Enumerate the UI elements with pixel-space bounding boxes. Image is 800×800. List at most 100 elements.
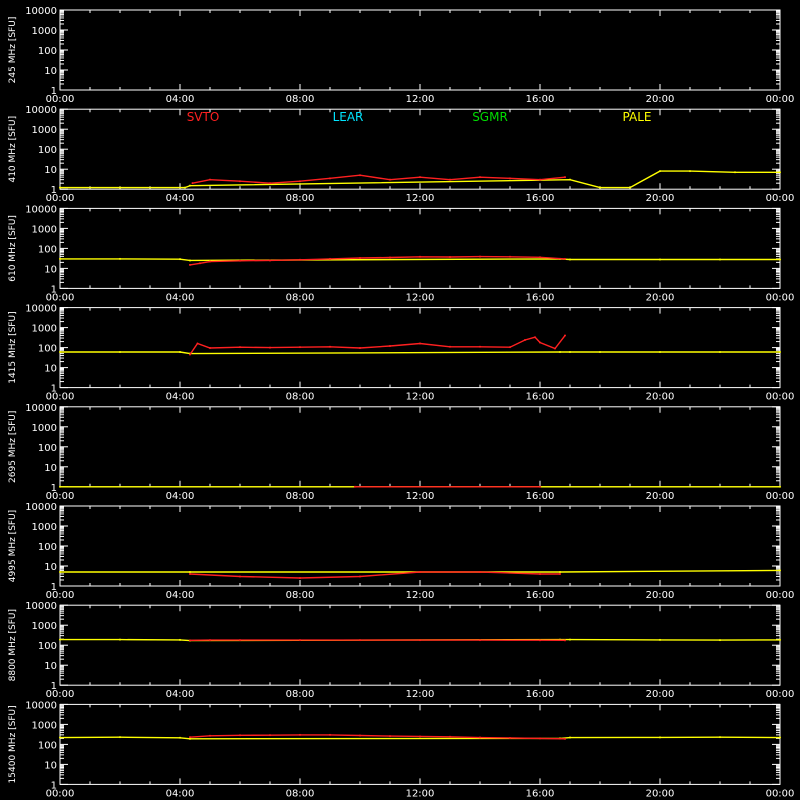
y-tick-label: 1000 xyxy=(32,621,57,632)
y-axis-label: 8800 MHz [SFU] xyxy=(8,609,18,681)
data-point-svto xyxy=(564,737,566,740)
legend-pale: PALE xyxy=(623,110,652,124)
data-point-svto xyxy=(359,639,361,642)
y-axis-label: 1415 MHz [SFU] xyxy=(8,311,18,383)
x-tick-label: 16:00 xyxy=(526,491,555,502)
data-point-svto xyxy=(479,345,481,348)
data-point-svto xyxy=(199,262,201,265)
data-point-svto xyxy=(191,182,194,185)
y-tick-label: 1 xyxy=(51,681,57,692)
data-point-svto xyxy=(359,174,361,177)
data-point-svto xyxy=(389,178,391,181)
data-point-svto xyxy=(299,733,301,736)
y-tick-label: 1 xyxy=(51,384,57,395)
data-point-svto xyxy=(509,255,511,258)
y-tick-label: 10 xyxy=(44,264,57,275)
unit-label: [SFU] xyxy=(8,215,18,240)
x-tick-label: 00:00 xyxy=(766,193,795,204)
data-point-pale xyxy=(59,257,61,260)
data-point-svto xyxy=(189,353,191,356)
unit-label: [SFU] xyxy=(8,411,18,436)
y-tick-label: 100 xyxy=(38,344,57,355)
x-tick-label: 00:00 xyxy=(46,788,75,799)
data-point-svto xyxy=(329,177,331,180)
x-tick-label: 12:00 xyxy=(406,689,435,700)
x-tick-label: 08:00 xyxy=(286,788,315,799)
x-tick-label: 12:00 xyxy=(406,392,435,403)
data-point-pale xyxy=(119,638,121,641)
x-tick-label: 00:00 xyxy=(46,392,75,403)
data-point-svto xyxy=(329,733,331,736)
data-point-pale xyxy=(569,258,571,261)
data-point-svto xyxy=(189,263,191,266)
x-tick-label: 00:00 xyxy=(46,491,75,502)
data-point-svto xyxy=(269,346,271,349)
x-tick-label: 04:00 xyxy=(166,193,195,204)
y-axis-label: 15400 MHz [SFU] xyxy=(8,705,18,783)
series-pale xyxy=(60,569,781,573)
data-point-pale xyxy=(569,178,571,181)
data-point-svto xyxy=(564,639,566,642)
x-tick-label: 16:00 xyxy=(526,392,555,403)
data-point-pale xyxy=(179,638,181,641)
y-tick-label: 10000 xyxy=(25,304,57,315)
y-tick-label: 10 xyxy=(44,165,57,176)
data-point-svto xyxy=(209,347,211,350)
data-point-svto xyxy=(239,734,241,737)
series-pale xyxy=(60,351,780,355)
data-point-svto xyxy=(269,259,271,262)
data-point-pale xyxy=(59,571,61,574)
data-point-svto xyxy=(359,734,361,737)
y-tick-label: 10000 xyxy=(25,502,57,513)
data-point-svto xyxy=(299,180,301,183)
data-point-pale xyxy=(189,737,191,740)
data-point-svto xyxy=(196,342,199,345)
x-tick-label: 12:00 xyxy=(406,94,435,105)
data-point-svto xyxy=(239,346,241,349)
x-tick-label: 04:00 xyxy=(166,94,195,105)
x-tick-label: 00:00 xyxy=(46,193,75,204)
x-tick-label: 20:00 xyxy=(646,292,675,303)
data-point-svto xyxy=(564,176,566,179)
y-tick-label: 100 xyxy=(38,46,57,57)
y-tick-label: 100 xyxy=(38,145,57,156)
data-point-pale xyxy=(659,351,661,354)
x-tick-label: 04:00 xyxy=(166,491,195,502)
unit-label: [SFU] xyxy=(8,116,18,141)
data-point-svto xyxy=(449,256,451,259)
plot-frame xyxy=(59,307,781,389)
data-point-pale xyxy=(119,186,121,189)
series-svto xyxy=(189,734,566,740)
x-tick-label: 08:00 xyxy=(286,491,315,502)
data-point-svto xyxy=(419,639,421,642)
y-tick-label: 1000 xyxy=(32,720,57,731)
x-tick-label: 04:00 xyxy=(166,590,195,601)
plot-frame xyxy=(59,703,781,785)
frequency-label: 410 MHz xyxy=(8,140,18,182)
x-tick-label: 00:00 xyxy=(766,689,795,700)
data-point-pale xyxy=(59,351,61,354)
y-axis-label: 4995 MHz [SFU] xyxy=(8,510,18,582)
data-point-pale xyxy=(569,638,571,641)
data-point-pale xyxy=(779,736,781,739)
data-point-pale xyxy=(659,736,661,739)
data-point-pale xyxy=(719,351,721,354)
x-tick-label: 00:00 xyxy=(46,689,75,700)
data-point-svto xyxy=(534,336,536,339)
data-point-pale xyxy=(719,639,721,642)
unit-label: [SFU] xyxy=(8,705,18,730)
data-point-svto xyxy=(329,345,331,348)
data-point-pale xyxy=(779,171,781,174)
unit-label: [SFU] xyxy=(8,311,18,336)
frequency-label: 610 MHz xyxy=(8,240,18,282)
data-point-svto xyxy=(299,577,301,580)
data-point-svto xyxy=(359,347,361,350)
data-point-svto xyxy=(509,346,511,349)
plot-frame xyxy=(59,505,781,587)
data-point-pale xyxy=(659,638,661,641)
y-tick-label: 10 xyxy=(44,364,57,375)
data-point-svto xyxy=(509,177,511,180)
data-point-pale xyxy=(599,351,601,354)
